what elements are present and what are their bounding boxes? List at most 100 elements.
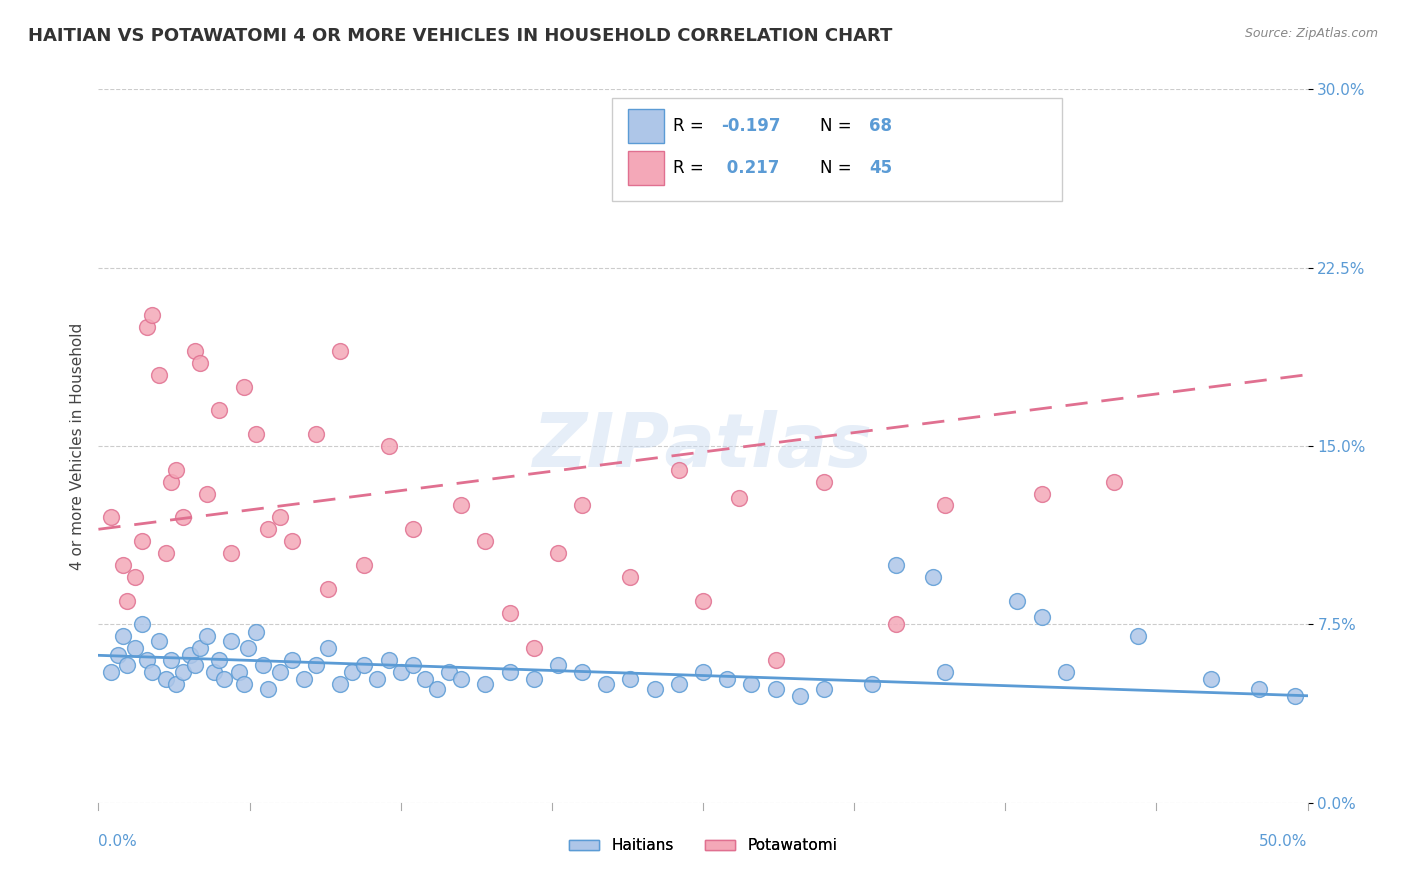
Point xyxy=(619,672,641,686)
Point xyxy=(172,510,194,524)
Point xyxy=(195,629,218,643)
Point xyxy=(571,499,593,513)
Point xyxy=(184,343,207,358)
Point xyxy=(934,665,956,679)
Point xyxy=(160,653,183,667)
Point xyxy=(437,665,460,679)
Point xyxy=(245,427,267,442)
Point xyxy=(426,681,449,696)
Point xyxy=(165,677,187,691)
Point xyxy=(366,672,388,686)
Point xyxy=(135,653,157,667)
Point xyxy=(860,677,883,691)
Point xyxy=(619,570,641,584)
Point xyxy=(765,653,787,667)
Point xyxy=(716,672,738,686)
Point xyxy=(1007,593,1029,607)
Point xyxy=(269,510,291,524)
Point xyxy=(100,510,122,524)
Point xyxy=(232,677,254,691)
Point xyxy=(204,665,226,679)
Point xyxy=(256,522,278,536)
Point xyxy=(342,665,364,679)
Point xyxy=(329,677,352,691)
Point xyxy=(728,491,751,506)
Point xyxy=(100,665,122,679)
Point xyxy=(886,617,908,632)
Point xyxy=(450,499,472,513)
Point xyxy=(740,677,762,691)
Point xyxy=(111,558,134,572)
Point xyxy=(547,546,569,560)
Point xyxy=(131,617,153,632)
Point xyxy=(1284,689,1306,703)
Point xyxy=(135,320,157,334)
Point xyxy=(148,634,170,648)
Point xyxy=(668,463,690,477)
Point xyxy=(644,681,666,696)
Point xyxy=(765,681,787,696)
Point xyxy=(813,681,835,696)
Point xyxy=(595,677,617,691)
Text: Source: ZipAtlas.com: Source: ZipAtlas.com xyxy=(1244,27,1378,40)
Text: R =: R = xyxy=(673,159,710,177)
Point xyxy=(789,689,811,703)
Point xyxy=(377,653,399,667)
Point xyxy=(523,672,546,686)
Text: HAITIAN VS POTAWATOMI 4 OR MORE VEHICLES IN HOUSEHOLD CORRELATION CHART: HAITIAN VS POTAWATOMI 4 OR MORE VEHICLES… xyxy=(28,27,893,45)
Point xyxy=(305,427,328,442)
Point xyxy=(155,672,177,686)
Text: N =: N = xyxy=(820,159,856,177)
Point xyxy=(498,665,520,679)
Point xyxy=(765,142,787,156)
Point xyxy=(148,368,170,382)
Point xyxy=(1199,672,1222,686)
Point xyxy=(221,634,243,648)
Point xyxy=(1031,486,1053,500)
Point xyxy=(413,672,436,686)
Point xyxy=(402,657,425,672)
Point xyxy=(886,558,908,572)
Point xyxy=(813,475,835,489)
Point xyxy=(141,308,163,322)
Point xyxy=(117,657,139,672)
Point xyxy=(165,463,187,477)
Point xyxy=(155,546,177,560)
Point xyxy=(353,657,375,672)
Point xyxy=(212,672,235,686)
Point xyxy=(377,439,399,453)
Point xyxy=(474,677,496,691)
Point xyxy=(668,677,690,691)
Point xyxy=(228,665,250,679)
Point xyxy=(316,582,339,596)
Point xyxy=(195,486,218,500)
Point xyxy=(316,641,339,656)
Point xyxy=(571,665,593,679)
Point xyxy=(692,593,714,607)
Text: R =: R = xyxy=(673,117,710,135)
Point xyxy=(245,624,267,639)
Text: N =: N = xyxy=(820,117,856,135)
Text: 45: 45 xyxy=(869,159,891,177)
Point xyxy=(188,641,211,656)
Point xyxy=(281,653,304,667)
Point xyxy=(208,403,231,417)
Point xyxy=(1031,610,1053,624)
Point xyxy=(124,570,146,584)
Point xyxy=(160,475,183,489)
Point xyxy=(188,356,211,370)
Point xyxy=(921,570,943,584)
Text: 0.0%: 0.0% xyxy=(98,834,138,849)
Point xyxy=(184,657,207,672)
Point xyxy=(547,657,569,672)
Point xyxy=(498,606,520,620)
Point xyxy=(292,672,315,686)
Text: ZIPatlas: ZIPatlas xyxy=(533,409,873,483)
Point xyxy=(402,522,425,536)
Point xyxy=(232,379,254,393)
Point xyxy=(1128,629,1150,643)
Point xyxy=(124,641,146,656)
Point xyxy=(172,665,194,679)
Point xyxy=(221,546,243,560)
Y-axis label: 4 or more Vehicles in Household: 4 or more Vehicles in Household xyxy=(69,322,84,570)
